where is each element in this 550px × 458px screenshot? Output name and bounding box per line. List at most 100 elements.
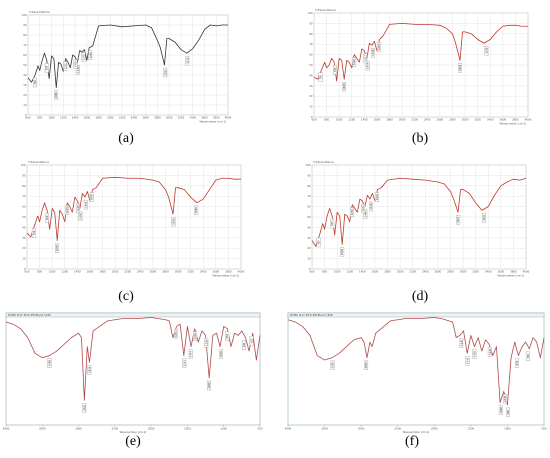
peak-label: 615 [249, 335, 254, 346]
y-tick-label: 70 [22, 194, 26, 198]
x-tick-label: 3000 [75, 427, 82, 431]
peak-label: 1535 [83, 199, 88, 210]
peak-label-text: 3340 [485, 47, 488, 54]
spectrum-line [26, 176, 241, 242]
peak-label-text: 1632 [376, 194, 379, 201]
peak-label-box [194, 205, 199, 216]
x-tick-label: 1000 [334, 270, 341, 274]
x-tick-label: 2000 [397, 270, 404, 274]
peak-label: 1410 [75, 203, 80, 214]
peak-label-box [242, 340, 246, 350]
peak-label: 3400 [47, 358, 52, 368]
panel-label: (b) [412, 131, 429, 146]
peak-label-text: 1454 [190, 351, 193, 358]
y-tick-label: 90 [22, 173, 26, 177]
peak-label: 1414 [361, 203, 365, 214]
peak-label: 1030 [503, 394, 508, 404]
peak-label-box [525, 351, 530, 362]
y-tick-label: 10 [309, 105, 313, 109]
peak-label-box [498, 405, 503, 415]
peak-label: 2850 [87, 365, 91, 375]
x-tick-label: 3500 [321, 427, 328, 431]
peak-label-box [45, 213, 49, 223]
x-tick-label: 2800 [449, 118, 456, 122]
x-tick-label: 1000 [48, 116, 55, 120]
x-tick-label: 2000 [148, 427, 155, 431]
peak-label-text: 1238 [205, 339, 208, 346]
peak-label-box [75, 203, 80, 214]
peak-label-text: 1078 [56, 245, 59, 252]
peak-label: 1454 [365, 61, 370, 71]
x-axis-title: Wavenumber (cm-1) [212, 274, 239, 278]
peak-label-box [482, 213, 486, 223]
peak-label: 870 [514, 358, 519, 368]
peak-label: 720 [525, 351, 530, 362]
x-tick-label: 800 [324, 118, 329, 122]
x-tick-label: 3800 [225, 270, 232, 274]
y-tick-label: 20 [22, 246, 26, 250]
peak-label: 1235 [63, 61, 67, 71]
peak-label-text: 710 [33, 230, 36, 235]
x-tick-label: 500 [542, 427, 547, 431]
peak-label-box [171, 216, 176, 227]
peak-label-text: 3335 [483, 214, 486, 221]
peak-label-box [503, 394, 508, 404]
peak-label: 1090 [498, 405, 503, 415]
peak-label-box [318, 72, 323, 82]
y-axis-title: %Transmittance [28, 160, 49, 164]
y-tick-label: 90 [23, 23, 27, 27]
y-tick-label: 60 [307, 205, 311, 209]
peak-label: 3310 [185, 55, 189, 66]
peak-label-box [458, 63, 462, 73]
y-tick-label: 40 [309, 73, 313, 77]
spectrum-line [313, 23, 528, 82]
x-tick-label: 4000 [3, 427, 10, 431]
peak-label-text: 1449 [77, 66, 80, 73]
x-tick-label: 4000 [523, 270, 530, 274]
x-tick-label: 4000 [225, 116, 232, 120]
peak-label: 1545 [81, 52, 86, 62]
peak-label-text: 920 [46, 65, 49, 70]
peak-label-box [47, 358, 52, 368]
y-tick-label: 100 [22, 13, 27, 17]
peak-label-text: 1545 [466, 357, 469, 364]
peak-label: 1632 [376, 42, 381, 52]
peak-label-box [456, 215, 461, 225]
peak-label-box [487, 347, 492, 357]
peak-label-text: 1080 [343, 83, 346, 90]
x-axis-title: Wavenumber (cm-1) [120, 430, 147, 434]
header-bar [287, 312, 545, 318]
peak-label-box [340, 247, 345, 257]
x-tick-label: 2600 [435, 270, 442, 274]
x-tick-label: 2200 [409, 270, 416, 274]
x-tick-label: 3400 [200, 270, 207, 274]
peak-label-text: 2920 [83, 404, 86, 411]
spectrum-line [27, 24, 228, 89]
peak-label-box [81, 52, 86, 62]
x-tick-label: 4000 [525, 118, 532, 122]
peak-label: 710 [31, 228, 36, 238]
peak-label-text: 1545 [82, 54, 85, 61]
peak-label: 1632 [374, 192, 379, 202]
y-tick-label: 80 [22, 184, 26, 188]
peak-label: 1410 [73, 59, 78, 70]
peak-label: 705 [318, 72, 323, 82]
peak-label: 3340 [484, 46, 488, 56]
x-tick-label: 3600 [500, 118, 507, 122]
peak-label-text: 1454 [367, 62, 370, 69]
peak-label: 1080 [342, 81, 346, 92]
peak-label-box [89, 192, 94, 202]
x-tick-label: 1500 [468, 427, 475, 431]
peak-label-text: 1235 [64, 63, 67, 70]
x-tick-label: 1500 [184, 427, 191, 431]
peak-label-text: 1540 [370, 203, 373, 210]
y-tick-label: 50 [309, 63, 313, 67]
x-axis-title: Wavenumber (cm-1) [403, 430, 430, 434]
y-tick-label: 70 [309, 42, 313, 46]
x-tick-label: 2400 [422, 270, 429, 274]
peak-label-text: 1540 [372, 49, 375, 56]
panel-label: (d) [412, 289, 429, 304]
x-tick-label: 500 [258, 427, 263, 431]
